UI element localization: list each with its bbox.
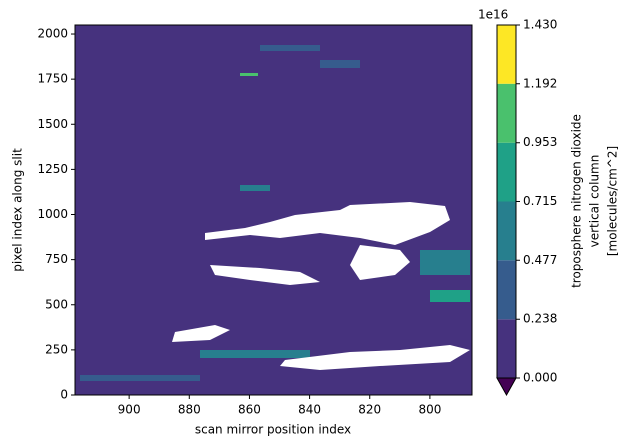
- colorbar-tick-label: 0.715: [523, 194, 557, 208]
- y-tick-label: 1000: [37, 207, 68, 221]
- x-tick-label: 820: [358, 403, 381, 417]
- x-tick-label: 840: [298, 403, 321, 417]
- colorbar-tick-label: 0.477: [523, 253, 557, 267]
- x-tick-label: 900: [118, 403, 141, 417]
- missing-data: [350, 245, 410, 280]
- y-tick-label: 1250: [37, 162, 68, 176]
- field-features: [80, 45, 470, 381]
- colorbar-band: [497, 319, 516, 378]
- feature: [80, 375, 200, 381]
- feature: [320, 60, 360, 68]
- missing-data: [280, 345, 470, 370]
- colorbar-tick-label: 1.192: [523, 76, 557, 90]
- y-tick-label: 1750: [37, 72, 68, 86]
- colorbar-tick-label: 0.000: [523, 371, 557, 385]
- colorbar-label: vertical column: [588, 155, 602, 248]
- y-tick-label: 1500: [37, 117, 68, 131]
- colorbar-tick-label: 1.430: [523, 18, 557, 32]
- colorbar-offset: 1e16: [478, 8, 508, 22]
- y-tick-label: 250: [45, 342, 68, 356]
- colorbar-extend: [496, 377, 517, 397]
- colorbar-band: [497, 201, 516, 261]
- missing-data: [172, 325, 230, 342]
- feature: [420, 250, 470, 275]
- y-tick-label: 750: [45, 252, 68, 266]
- colorbar-band: [497, 25, 516, 84]
- missing-data: [210, 265, 320, 285]
- colorbar-band: [497, 83, 516, 143]
- feature: [260, 45, 320, 51]
- colorbar-band: [497, 260, 516, 320]
- colorbar-label: [molecules/cm^2]: [606, 146, 620, 256]
- colorbar-band: [497, 142, 516, 202]
- feature: [240, 73, 258, 76]
- colorbar-tick-label: 0.953: [523, 135, 557, 149]
- y-tick-label: 0: [60, 388, 68, 402]
- feature: [430, 290, 470, 302]
- x-axis-label: scan mirror position index: [195, 423, 351, 437]
- colorbar-label: troposphere nitrogen dioxide: [570, 114, 584, 288]
- y-tick-label: 2000: [37, 27, 68, 41]
- x-tick-label: 880: [178, 403, 201, 417]
- y-tick-label: 500: [45, 297, 68, 311]
- axes-frame: [74, 24, 473, 396]
- y-axis-label: pixel index along slit: [11, 148, 25, 272]
- colorbar-tick-label: 0.238: [523, 312, 557, 326]
- feature: [240, 185, 270, 191]
- missing-data: [205, 202, 450, 245]
- feature: [200, 350, 310, 358]
- x-tick-label: 860: [238, 403, 261, 417]
- x-tick-label: 800: [418, 403, 441, 417]
